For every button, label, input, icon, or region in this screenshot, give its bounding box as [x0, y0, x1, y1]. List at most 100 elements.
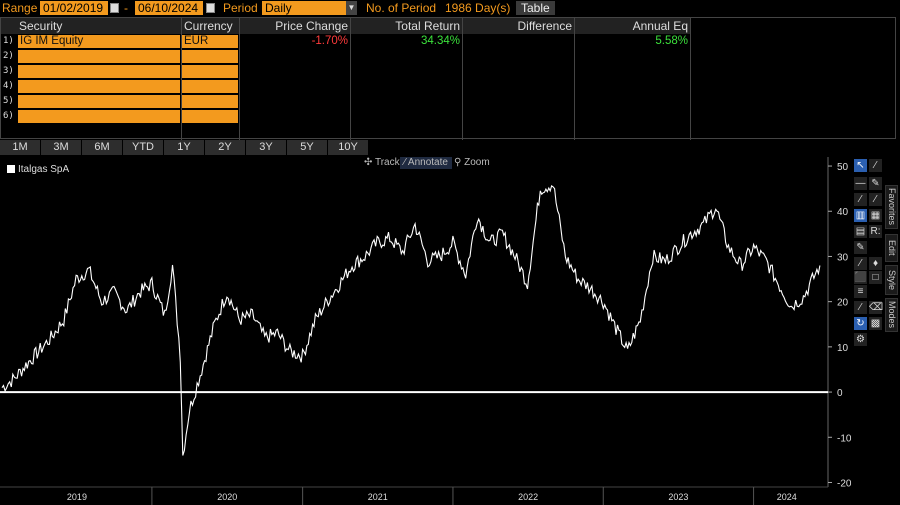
- fill-icon[interactable]: ⬛: [854, 271, 867, 284]
- column-divider: [690, 18, 691, 140]
- favorites-tab[interactable]: Favorites: [885, 185, 898, 229]
- calendar-icon[interactable]: [206, 3, 215, 13]
- x-tick-label: 2020: [217, 492, 237, 502]
- calendar-icon[interactable]: [110, 3, 119, 13]
- trend-line-icon[interactable]: ⁄: [854, 193, 867, 206]
- diagonal-icon[interactable]: ⁄: [869, 193, 882, 206]
- legend-swatch: [7, 165, 15, 173]
- period-button-3y[interactable]: 3Y: [246, 140, 287, 155]
- total-return-value: 34.34%: [420, 35, 460, 47]
- row-index: 3): [3, 66, 14, 76]
- securities-table: Security Currency Price Change Total Ret…: [0, 17, 896, 140]
- period-button-2y[interactable]: 2Y: [205, 140, 246, 155]
- annotate-label: Annotate: [407, 157, 448, 168]
- period-label: Period: [223, 1, 258, 15]
- header-price-change[interactable]: Price Change: [239, 18, 350, 34]
- security-cell[interactable]: [18, 110, 180, 123]
- period-button-1y[interactable]: 1Y: [164, 140, 205, 155]
- range-dash: -: [124, 1, 128, 15]
- refresh-icon[interactable]: ↻: [854, 317, 867, 330]
- series-line: [1, 185, 821, 456]
- x-tick-label: 2019: [67, 492, 87, 502]
- square-icon[interactable]: □: [869, 271, 882, 284]
- crosshair-icon: ✣: [364, 157, 375, 168]
- edit-tab[interactable]: Edit: [885, 234, 898, 262]
- ruler-icon[interactable]: ⁄: [854, 301, 867, 314]
- period-button-10y[interactable]: 10Y: [328, 140, 369, 155]
- pencil-icon: ⁄: [404, 157, 408, 168]
- price-change-value: -1.70%: [311, 35, 348, 47]
- period-button-6m[interactable]: 6M: [82, 140, 123, 155]
- gear-icon[interactable]: ⚙: [854, 333, 867, 346]
- security-cell[interactable]: [18, 65, 180, 78]
- chart-legend: Italgas SpA: [7, 164, 69, 175]
- eraser-icon[interactable]: ⌫: [869, 301, 884, 314]
- track-tool[interactable]: ✣ Track: [360, 157, 404, 169]
- table-button[interactable]: Table: [516, 1, 555, 15]
- right-toolbar: ↖ ⁄ — ✎ ⁄ ⁄ ▥ ▦ ▤ R: ✎ ⁄ ♦ ⬛ □ ≡ ⁄ ⌫ ↻ ▩…: [854, 157, 900, 347]
- x-tick-label: 2022: [518, 492, 538, 502]
- pen-icon[interactable]: ✎: [854, 241, 867, 254]
- top-bar: Range 01/02/2019 - 06/10/2024 Period Dai…: [0, 0, 900, 17]
- currency-cell[interactable]: EUR: [182, 35, 238, 48]
- annual-eq-value: 5.58%: [655, 35, 688, 47]
- period-button-5y[interactable]: 5Y: [287, 140, 328, 155]
- period-button-1m[interactable]: 1M: [0, 140, 41, 155]
- channel-icon[interactable]: ▤: [854, 225, 867, 238]
- y-tick-label: 30: [837, 252, 849, 263]
- y-tick-label: -20: [837, 478, 852, 489]
- x-tick-label: 2023: [668, 492, 688, 502]
- security-cell[interactable]: [18, 50, 180, 63]
- security-cell[interactable]: [18, 95, 180, 108]
- end-date-field[interactable]: 06/10/2024: [135, 1, 203, 15]
- period-button-3m[interactable]: 3M: [41, 140, 82, 155]
- style-tab[interactable]: Style: [885, 265, 898, 295]
- y-tick-label: -10: [837, 433, 852, 444]
- chevron-down-icon[interactable]: ▼: [346, 1, 357, 15]
- header-annual-eq[interactable]: Annual Eq: [574, 18, 690, 34]
- fib-icon[interactable]: ▥: [854, 209, 867, 222]
- currency-cell[interactable]: [182, 95, 238, 108]
- start-date-field[interactable]: 01/02/2019: [40, 1, 108, 15]
- currency-cell[interactable]: [182, 80, 238, 93]
- grid-icon[interactable]: ▦: [869, 209, 882, 222]
- zoom-tool[interactable]: ⚲ Zoom: [450, 157, 494, 169]
- header-security[interactable]: Security: [1, 18, 181, 34]
- cursor-icon[interactable]: ↖: [854, 159, 867, 172]
- currency-cell[interactable]: [182, 50, 238, 63]
- legend-label: Italgas SpA: [18, 164, 70, 175]
- y-tick-label: 40: [837, 207, 849, 218]
- horizontal-line-icon[interactable]: —: [854, 177, 867, 190]
- paint-icon[interactable]: ♦: [869, 257, 882, 270]
- header-total-return[interactable]: Total Return: [350, 18, 462, 34]
- modes-tab[interactable]: Modes: [885, 298, 898, 332]
- security-cell[interactable]: IG IM Equity: [18, 35, 180, 48]
- text-tool-icon[interactable]: ⁄: [854, 257, 867, 270]
- annotate-tool[interactable]: ⁄ Annotate: [400, 157, 452, 169]
- magnifier-icon: ⚲: [454, 157, 465, 168]
- column-divider: [239, 18, 240, 140]
- period-button-ytd[interactable]: YTD: [123, 140, 164, 155]
- range-label: Range: [2, 1, 38, 15]
- period-select[interactable]: Daily: [262, 1, 346, 15]
- security-cell[interactable]: [18, 80, 180, 93]
- row-index: 2): [3, 51, 14, 61]
- column-divider: [350, 18, 351, 140]
- draw-icon[interactable]: ✎: [869, 177, 882, 190]
- x-tick-label: 2021: [368, 492, 388, 502]
- y-tick-label: 50: [837, 162, 849, 173]
- header-difference[interactable]: Difference: [462, 18, 574, 34]
- y-tick-label: 0: [837, 388, 843, 399]
- currency-cell[interactable]: [182, 110, 238, 123]
- line-tool-icon[interactable]: ⁄: [869, 159, 882, 172]
- header-currency[interactable]: Currency: [181, 18, 239, 34]
- num-period-value: 1986 Day(s): [445, 1, 511, 15]
- row-index: 6): [3, 111, 14, 121]
- r-tool-icon[interactable]: R:: [869, 225, 882, 238]
- line-style-icon[interactable]: ≡: [854, 285, 867, 298]
- palette-icon[interactable]: ▩: [869, 317, 882, 330]
- track-label: Track: [374, 157, 400, 168]
- y-tick-label: 20: [837, 298, 849, 309]
- currency-cell[interactable]: [182, 65, 238, 78]
